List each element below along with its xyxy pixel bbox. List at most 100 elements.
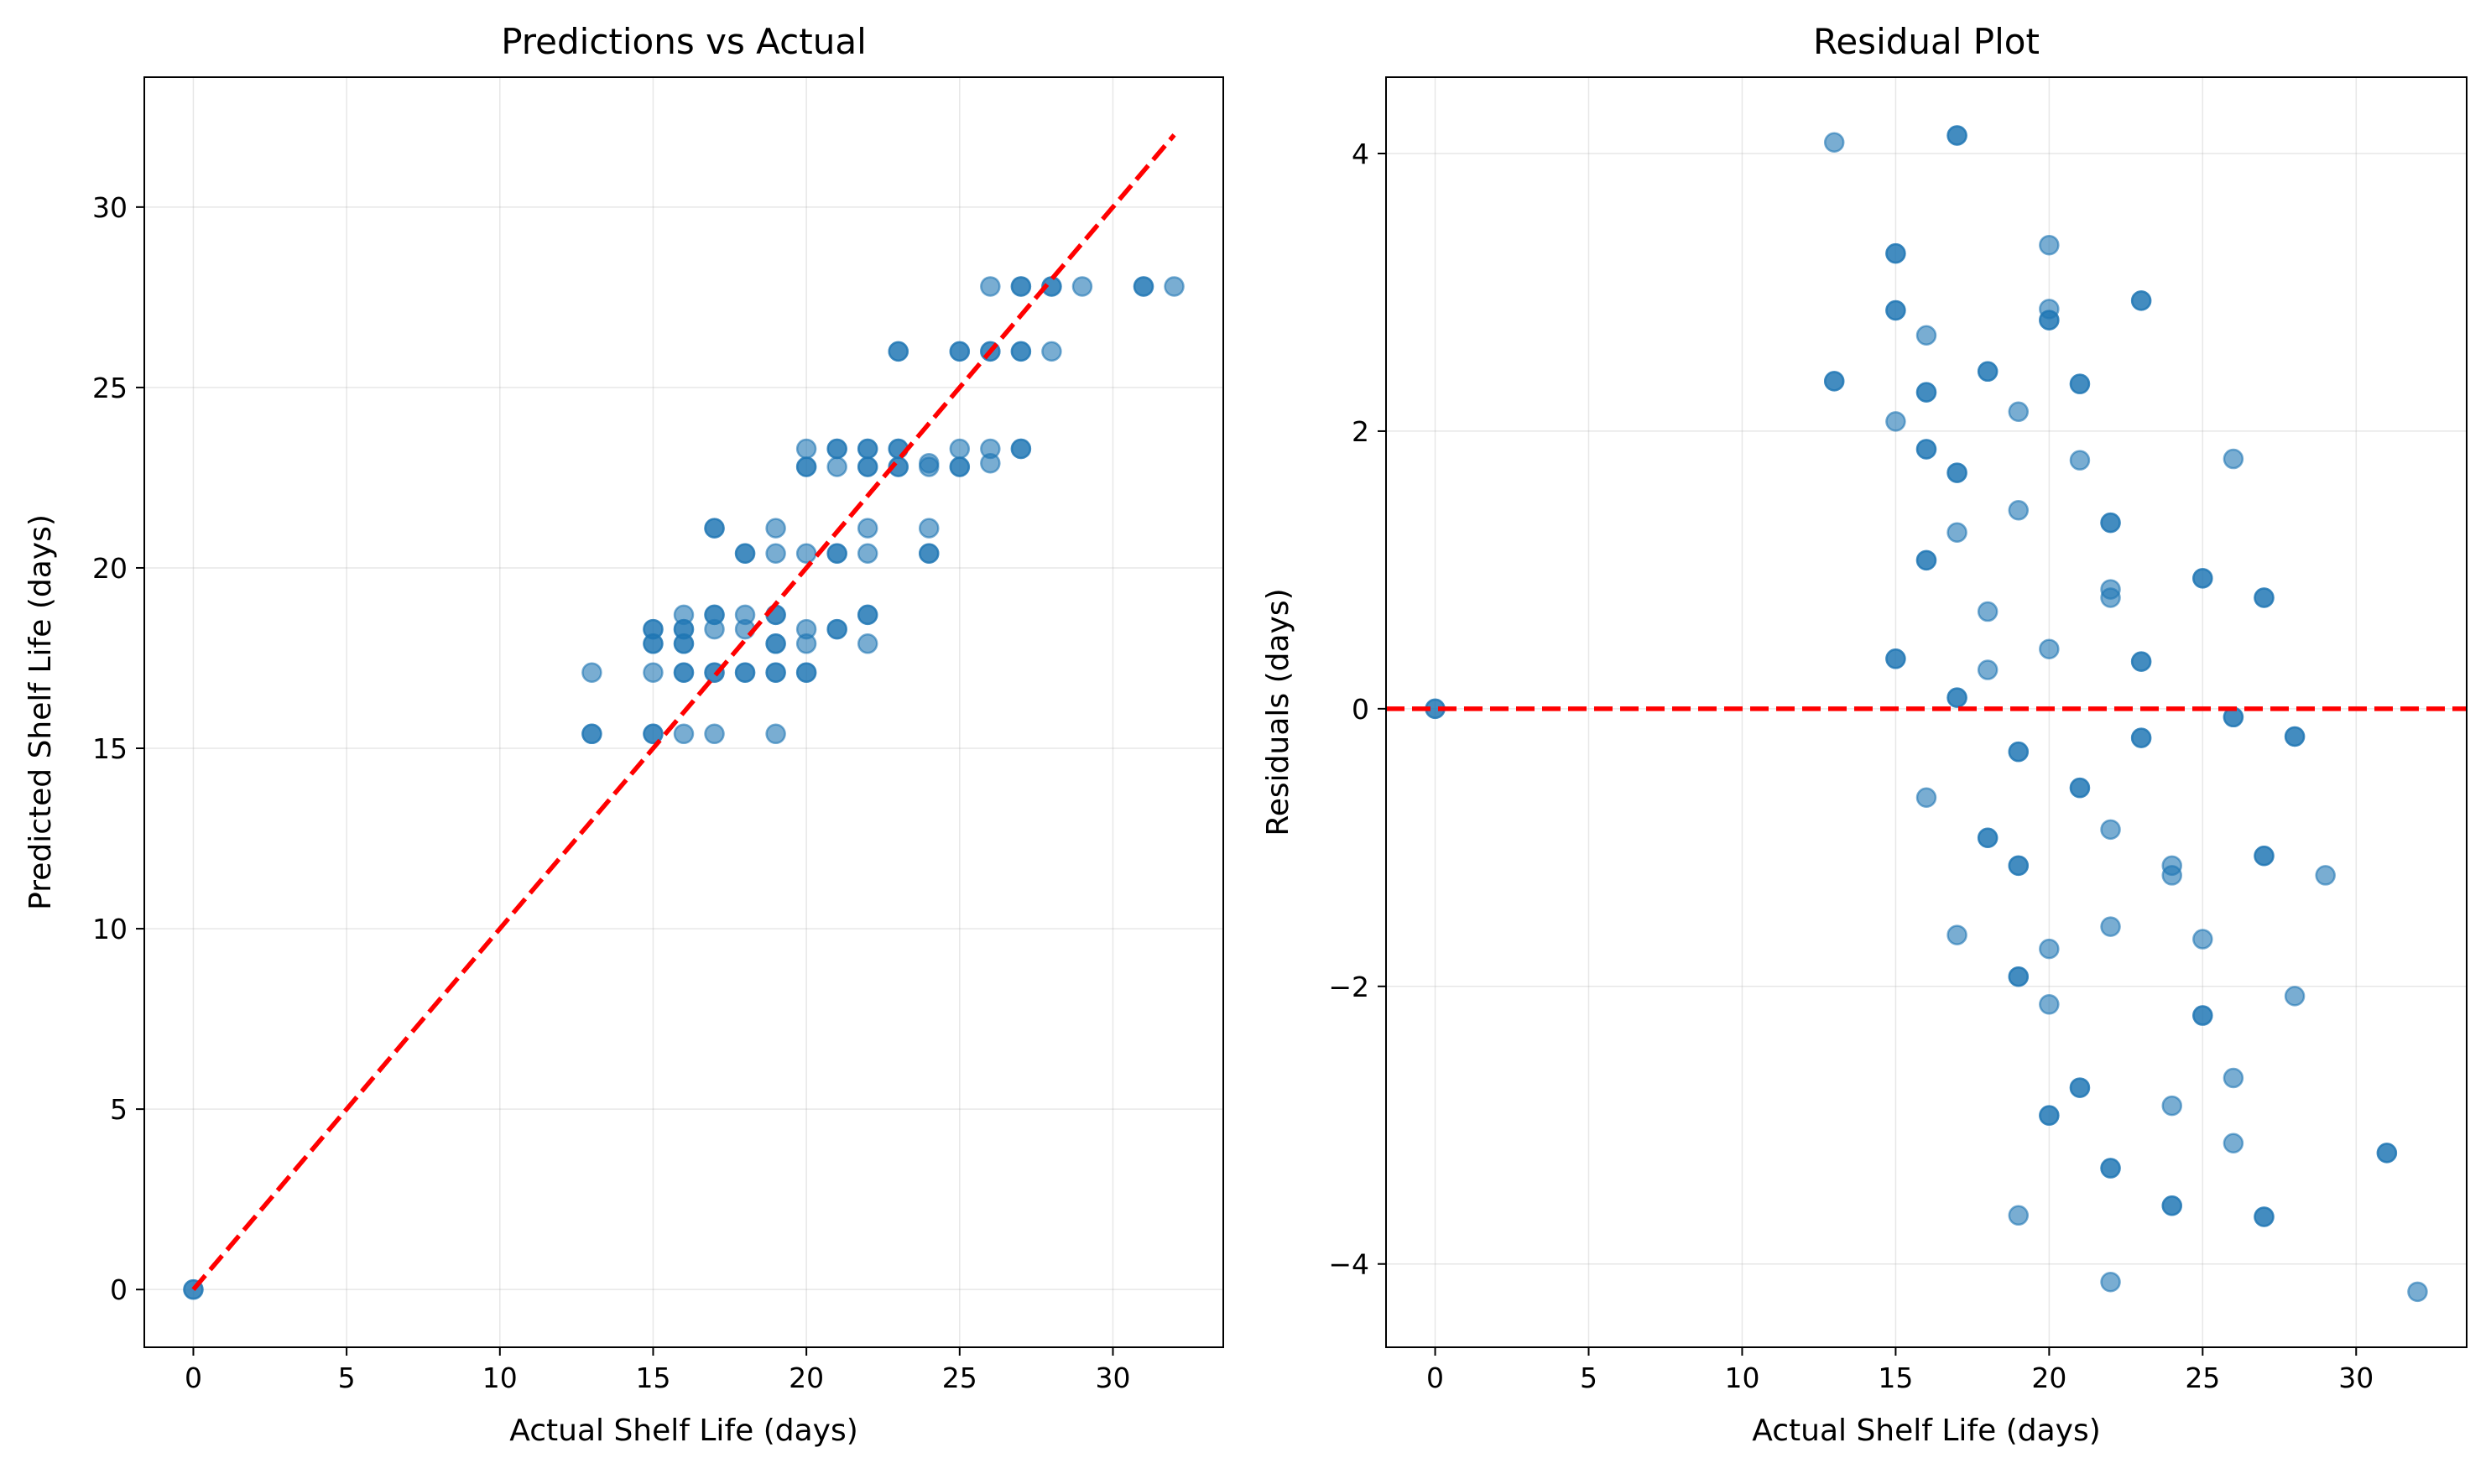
chart-title: Residual Plot [1813, 21, 2040, 62]
data-point [1823, 132, 1845, 154]
predictions-vs-actual-panel: Predictions vs Actual Actual Shelf Life … [23, 21, 1224, 1448]
x-tick-label: 15 [635, 1362, 670, 1394]
data-point [2100, 916, 2121, 937]
x-tick-label: 5 [1580, 1362, 1597, 1394]
data-point [857, 543, 878, 564]
data-point [704, 723, 725, 745]
data-point [949, 341, 971, 362]
data-point [1977, 361, 1999, 383]
data-point [2223, 448, 2244, 470]
data-point [1946, 522, 1967, 543]
data-point [1946, 462, 1967, 483]
data-point [2069, 450, 2091, 471]
data-point [1164, 276, 1185, 297]
data-point [1977, 659, 1999, 680]
data-point [1915, 549, 1937, 571]
y-tick-label: −2 [1328, 971, 1369, 1003]
data-point [1010, 341, 1032, 362]
data-point [643, 723, 664, 745]
data-point [2161, 865, 2182, 886]
y-tick-label: −4 [1328, 1248, 1369, 1281]
chart-title: Predictions vs Actual [501, 21, 867, 62]
y-tick-label: 10 [92, 913, 128, 945]
data-point [919, 456, 940, 477]
data-point [2254, 587, 2275, 608]
data-point [1823, 371, 1845, 392]
reference-line [191, 133, 1176, 1291]
data-point [2069, 373, 2091, 394]
data-point [2069, 1077, 2091, 1098]
data-point [581, 723, 602, 745]
data-point [2008, 1205, 2030, 1226]
data-point [2039, 638, 2060, 659]
data-point [1915, 382, 1937, 403]
data-point [643, 662, 664, 683]
x-tick-label: 25 [2185, 1362, 2220, 1394]
data-point [734, 662, 756, 683]
data-point [1946, 687, 1967, 708]
y-tick-label: 20 [92, 552, 128, 585]
data-point [765, 723, 786, 745]
data-point [857, 633, 878, 654]
data-point [826, 456, 847, 477]
data-point [2161, 1095, 2182, 1117]
data-point [2100, 1158, 2121, 1179]
y-tick-label: 25 [92, 372, 128, 404]
data-point [673, 633, 695, 654]
residual-plot-panel: Residual Plot Actual Shelf Life (days) R… [1261, 21, 2468, 1448]
data-point [704, 518, 725, 539]
axes-frame [1385, 76, 2468, 1348]
data-point [857, 456, 878, 477]
y-axis-label: Residuals (days) [1261, 588, 1295, 836]
data-point [1885, 242, 1906, 264]
data-point [1885, 299, 1906, 321]
data-point [1133, 276, 1154, 297]
data-point [2192, 568, 2213, 589]
data-point [704, 618, 725, 640]
y-tick-label: 0 [1352, 693, 1369, 726]
y-tick-label: 4 [1352, 138, 1369, 170]
data-point [765, 543, 786, 564]
data-point [2100, 819, 2121, 841]
data-point [2315, 865, 2336, 886]
axes-frame [143, 76, 1224, 1348]
data-point [888, 341, 909, 362]
data-point [1946, 924, 1967, 945]
data-point [2284, 726, 2306, 747]
data-point [1885, 411, 1906, 432]
data-point [1041, 341, 1062, 362]
data-point [2376, 1143, 2398, 1164]
x-tick-label: 20 [789, 1362, 824, 1394]
data-point [2254, 1206, 2275, 1227]
y-tick-label: 5 [110, 1093, 128, 1126]
data-point [581, 662, 602, 683]
data-point [2254, 846, 2275, 867]
data-point [2039, 234, 2060, 256]
data-point [765, 633, 786, 654]
data-point [2039, 994, 2060, 1015]
data-point [673, 723, 695, 745]
data-point [2223, 1067, 2244, 1089]
x-tick-label: 10 [482, 1362, 518, 1394]
data-point [1010, 276, 1032, 297]
data-point [2008, 401, 2030, 423]
data-point [1010, 438, 1032, 460]
data-point [949, 456, 971, 477]
data-point [1915, 787, 1937, 809]
data-point [2069, 777, 2091, 799]
data-point [1915, 325, 1937, 346]
data-point [2008, 855, 2030, 877]
data-point [2130, 290, 2152, 311]
y-tick-label: 2 [1352, 415, 1369, 448]
data-point [765, 662, 786, 683]
data-point [2008, 741, 2030, 763]
x-tick-label: 15 [1878, 1362, 1913, 1394]
data-point [643, 633, 664, 654]
y-tick-label: 30 [92, 191, 128, 224]
data-point [795, 456, 817, 477]
data-point [1977, 827, 1999, 848]
data-point [2161, 1195, 2182, 1216]
data-point [980, 452, 1001, 474]
